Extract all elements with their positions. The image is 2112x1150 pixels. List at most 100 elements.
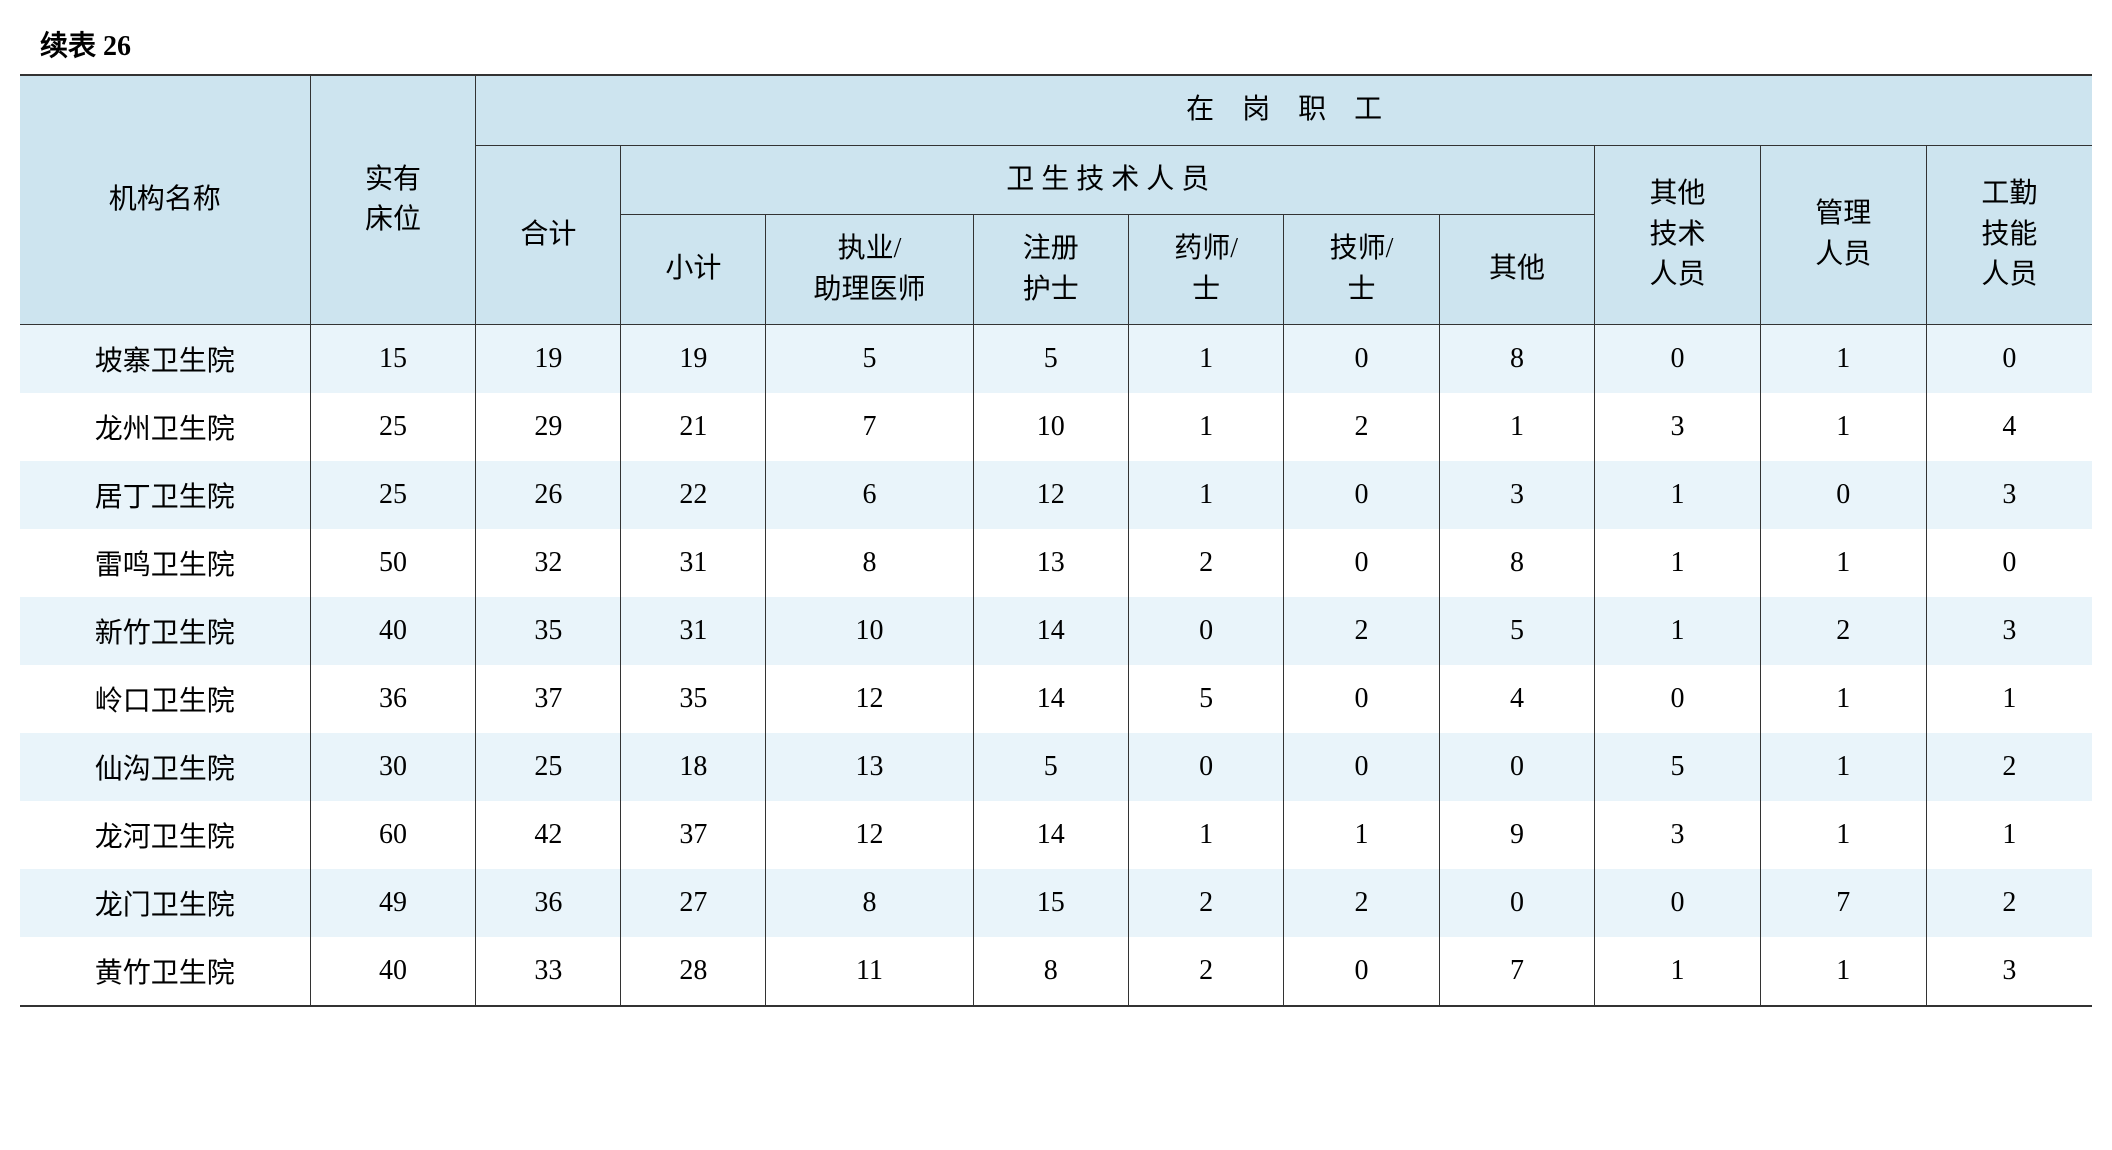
health-institution-table: 机构名称 实有 床位 在 岗 职 工 合计 卫 生 技 术 人 员 其他 技术 …: [20, 74, 2092, 1007]
cell-value: 14: [973, 597, 1128, 665]
cell-value: 40: [310, 937, 476, 1006]
cell-value: 22: [621, 461, 766, 529]
col-zy: 执业/ 助理医师: [766, 215, 973, 325]
cell-value: 26: [476, 461, 621, 529]
col-ys: 药师/ 士: [1128, 215, 1283, 325]
cell-value: 31: [621, 597, 766, 665]
cell-value: 27: [621, 869, 766, 937]
cell-value: 25: [476, 733, 621, 801]
cell-value: 35: [476, 597, 621, 665]
cell-value: 28: [621, 937, 766, 1006]
col-js: 技师/ 士: [1284, 215, 1439, 325]
cell-inst-name: 居丁卫生院: [20, 461, 310, 529]
table-row: 龙门卫生院493627815220072: [20, 869, 2092, 937]
cell-value: 50: [310, 529, 476, 597]
cell-value: 11: [766, 937, 973, 1006]
cell-value: 2: [1284, 597, 1439, 665]
cell-value: 19: [621, 325, 766, 394]
cell-inst-name: 龙河卫生院: [20, 801, 310, 869]
cell-value: 25: [310, 393, 476, 461]
table-row: 黄竹卫生院403328118207113: [20, 937, 2092, 1006]
cell-value: 3: [1439, 461, 1594, 529]
table-row: 仙沟卫生院302518135000512: [20, 733, 2092, 801]
cell-value: 5: [1128, 665, 1283, 733]
cell-value: 8: [1439, 325, 1594, 394]
cell-value: 13: [766, 733, 973, 801]
cell-value: 1: [1760, 393, 1926, 461]
cell-value: 1: [1595, 937, 1761, 1006]
cell-value: 5: [973, 325, 1128, 394]
cell-value: 1: [1595, 529, 1761, 597]
cell-inst-name: 黄竹卫生院: [20, 937, 310, 1006]
col-gq: 工勤 技能 人员: [1926, 145, 2092, 325]
cell-value: 30: [310, 733, 476, 801]
cell-value: 25: [310, 461, 476, 529]
col-zc: 注册 护士: [973, 215, 1128, 325]
table-header: 机构名称 实有 床位 在 岗 职 工 合计 卫 生 技 术 人 员 其他 技术 …: [20, 75, 2092, 325]
col-qita: 其他: [1439, 215, 1594, 325]
cell-value: 0: [1128, 597, 1283, 665]
cell-value: 1: [1439, 393, 1594, 461]
cell-value: 1: [1128, 393, 1283, 461]
cell-value: 1: [1128, 461, 1283, 529]
cell-value: 0: [1595, 665, 1761, 733]
cell-value: 4: [1439, 665, 1594, 733]
cell-value: 42: [476, 801, 621, 869]
cell-value: 36: [476, 869, 621, 937]
cell-value: 1: [1760, 733, 1926, 801]
cell-value: 31: [621, 529, 766, 597]
cell-value: 0: [1595, 869, 1761, 937]
cell-value: 2: [1284, 393, 1439, 461]
cell-value: 7: [1439, 937, 1594, 1006]
colgroup-on-duty: 在 岗 职 工: [476, 75, 2092, 145]
cell-value: 0: [1439, 733, 1594, 801]
cell-value: 4: [1926, 393, 2092, 461]
cell-value: 0: [1439, 869, 1594, 937]
cell-value: 12: [766, 801, 973, 869]
cell-value: 2: [1128, 869, 1283, 937]
cell-value: 0: [1284, 529, 1439, 597]
cell-value: 3: [1926, 937, 2092, 1006]
cell-value: 14: [973, 801, 1128, 869]
cell-value: 49: [310, 869, 476, 937]
cell-value: 12: [973, 461, 1128, 529]
cell-value: 2: [1128, 529, 1283, 597]
col-inst-name: 机构名称: [20, 75, 310, 325]
col-beds: 实有 床位: [310, 75, 476, 325]
cell-value: 7: [1760, 869, 1926, 937]
col-total: 合计: [476, 145, 621, 325]
cell-value: 18: [621, 733, 766, 801]
cell-inst-name: 坡寨卫生院: [20, 325, 310, 394]
cell-value: 36: [310, 665, 476, 733]
col-mgr: 管理 人员: [1760, 145, 1926, 325]
cell-value: 35: [621, 665, 766, 733]
table-row: 新竹卫生院4035311014025123: [20, 597, 2092, 665]
cell-value: 8: [766, 869, 973, 937]
table-row: 龙州卫生院252921710121314: [20, 393, 2092, 461]
cell-value: 1: [1926, 801, 2092, 869]
cell-value: 2: [1760, 597, 1926, 665]
cell-value: 29: [476, 393, 621, 461]
cell-value: 1: [1595, 597, 1761, 665]
cell-value: 14: [973, 665, 1128, 733]
cell-value: 19: [476, 325, 621, 394]
cell-inst-name: 仙沟卫生院: [20, 733, 310, 801]
cell-inst-name: 雷鸣卫生院: [20, 529, 310, 597]
cell-value: 5: [1439, 597, 1594, 665]
cell-value: 2: [1128, 937, 1283, 1006]
table-row: 居丁卫生院252622612103103: [20, 461, 2092, 529]
cell-value: 6: [766, 461, 973, 529]
cell-value: 10: [766, 597, 973, 665]
cell-value: 0: [1284, 325, 1439, 394]
cell-value: 13: [973, 529, 1128, 597]
cell-value: 21: [621, 393, 766, 461]
cell-value: 8: [973, 937, 1128, 1006]
cell-value: 37: [621, 801, 766, 869]
cell-value: 0: [1128, 733, 1283, 801]
col-other-tech: 其他 技术 人员: [1595, 145, 1761, 325]
col-subtotal: 小计: [621, 215, 766, 325]
table-row: 坡寨卫生院15191955108010: [20, 325, 2092, 394]
cell-inst-name: 龙州卫生院: [20, 393, 310, 461]
colgroup-health-tech: 卫 生 技 术 人 员: [621, 145, 1595, 215]
cell-value: 1: [1760, 801, 1926, 869]
